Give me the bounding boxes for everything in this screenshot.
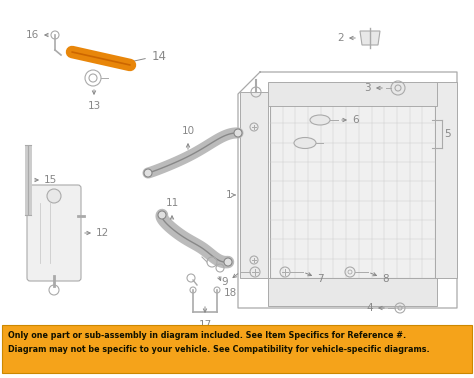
FancyBboxPatch shape <box>27 185 81 281</box>
Circle shape <box>234 129 242 137</box>
Text: 1: 1 <box>225 190 232 200</box>
Text: 17: 17 <box>199 320 211 330</box>
Text: Only one part or sub-assembly in diagram included. See Item Specifics for Refere: Only one part or sub-assembly in diagram… <box>8 331 429 353</box>
Bar <box>268 278 437 306</box>
Text: 11: 11 <box>165 198 179 208</box>
Bar <box>435 82 457 278</box>
Circle shape <box>144 169 152 177</box>
Text: 8: 8 <box>382 274 389 284</box>
Text: 3: 3 <box>365 83 371 93</box>
Text: 9: 9 <box>221 277 228 287</box>
Text: 16: 16 <box>26 30 39 40</box>
Text: 14: 14 <box>152 50 167 62</box>
Text: 6: 6 <box>352 115 359 125</box>
Text: 4: 4 <box>366 303 373 313</box>
Ellipse shape <box>294 138 316 149</box>
Text: 10: 10 <box>182 126 194 136</box>
Text: 5: 5 <box>444 129 451 139</box>
Text: 13: 13 <box>87 101 100 111</box>
Text: 15: 15 <box>44 175 57 185</box>
Bar <box>268 82 437 106</box>
Bar <box>270 104 435 278</box>
Text: 7: 7 <box>317 274 324 284</box>
Ellipse shape <box>310 115 330 125</box>
Bar <box>240 92 268 278</box>
Circle shape <box>224 258 232 266</box>
Circle shape <box>158 211 166 219</box>
Text: 2: 2 <box>337 33 344 43</box>
Bar <box>2 325 472 373</box>
Polygon shape <box>360 31 380 45</box>
Text: 18: 18 <box>224 288 237 298</box>
Text: 12: 12 <box>96 228 109 238</box>
Circle shape <box>47 189 61 203</box>
